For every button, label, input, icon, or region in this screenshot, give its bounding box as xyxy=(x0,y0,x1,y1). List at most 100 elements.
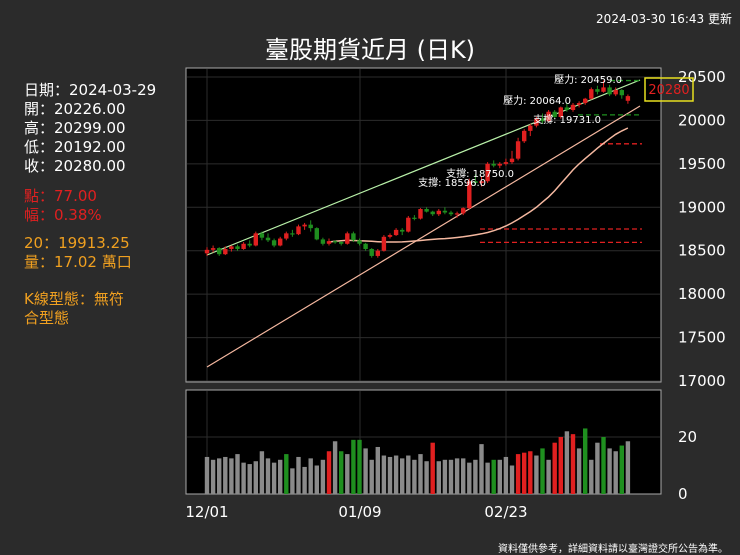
date-tick-label: 02/23 xyxy=(484,503,527,521)
volume-tick-label: 0 xyxy=(678,485,688,503)
volume-bar xyxy=(308,458,313,494)
volume-bar xyxy=(522,452,527,494)
candle-body xyxy=(223,248,228,255)
price-tick-label: 18500 xyxy=(678,242,726,260)
volume-axis-labels: 0 20 xyxy=(678,428,697,503)
volume-bar xyxy=(357,439,362,494)
candle-body xyxy=(229,246,234,249)
volume-bar xyxy=(583,428,588,494)
candle-body xyxy=(424,209,429,212)
candle-body xyxy=(461,208,466,214)
candle-body xyxy=(534,118,539,126)
volume-bar xyxy=(576,448,582,494)
volume-bar xyxy=(345,454,350,494)
candle-body xyxy=(235,246,240,249)
candle-body xyxy=(595,89,600,92)
volume-bar xyxy=(223,456,228,494)
candle-body xyxy=(430,211,435,215)
candle-body xyxy=(217,248,222,255)
level-annotation: 支撐: 19731.0 xyxy=(533,113,601,126)
candles xyxy=(204,80,631,258)
volume-bar xyxy=(528,451,533,494)
volume-bar xyxy=(552,442,557,494)
candle-body xyxy=(363,243,368,249)
volume-bar xyxy=(613,451,618,494)
candle-body xyxy=(351,233,356,241)
volume-bar xyxy=(210,459,216,494)
candle-body xyxy=(448,212,454,215)
volume-bar xyxy=(418,454,423,494)
volume-bar xyxy=(430,442,435,494)
candle-body xyxy=(400,229,405,232)
volume-bar xyxy=(217,458,222,494)
candle-body xyxy=(528,125,533,131)
candle-body xyxy=(204,249,210,254)
candle-body xyxy=(485,163,490,182)
candle-body xyxy=(436,210,441,215)
candle-body xyxy=(473,181,478,183)
candle-body xyxy=(259,233,265,238)
info-date: 日期：2024-03-29 xyxy=(24,81,157,99)
volume-bar xyxy=(595,442,600,494)
volume-bar xyxy=(534,455,539,494)
candle-body xyxy=(613,90,618,95)
volume-bar xyxy=(467,462,472,494)
candle-body xyxy=(576,103,582,105)
date-axis-labels: 12/01 01/09 02/23 xyxy=(185,503,527,521)
candle-body xyxy=(540,118,545,122)
volume-bar xyxy=(436,461,441,494)
candle-body xyxy=(381,236,387,251)
candle-body xyxy=(491,163,496,166)
level-annotations: 壓力: 20459.0 壓力: 20064.0 支撐: 19731.0 支撐: 187… xyxy=(418,73,622,189)
volume-bar xyxy=(412,459,417,494)
level-annotation: 支撐: 18750.0 xyxy=(446,167,514,180)
info-change-points: 點：77.00 xyxy=(24,187,97,205)
candle-body xyxy=(522,130,527,142)
volume-bar xyxy=(601,437,606,494)
candle-body xyxy=(247,243,252,246)
volume-bar xyxy=(369,459,374,494)
candle-body xyxy=(320,239,326,244)
volume-bar xyxy=(247,464,252,494)
volume-bar xyxy=(204,456,210,494)
candle-body xyxy=(601,87,606,92)
volume-bar xyxy=(558,437,563,494)
volume-bar xyxy=(540,448,545,494)
candle-body xyxy=(515,141,521,159)
level-annotation: 支撐: 18596.0 xyxy=(418,176,486,189)
candle-body xyxy=(442,210,448,213)
candle-body xyxy=(625,96,631,101)
candle-body xyxy=(546,111,551,122)
price-tick-label: 20000 xyxy=(678,111,726,129)
volume-bar xyxy=(424,461,429,494)
price-axis-labels: 17000 17500 18000 18500 19000 19500 20000 20500 xyxy=(678,68,726,390)
volume-bar xyxy=(320,459,326,494)
date-tick-label: 01/09 xyxy=(338,503,381,521)
volume-bar xyxy=(479,444,484,494)
candle-body xyxy=(479,181,484,183)
volume-bar xyxy=(351,439,356,494)
info-high: 高：20299.00 xyxy=(24,119,126,137)
volume-bar xyxy=(400,458,405,494)
candle-body xyxy=(271,240,277,246)
support-resistance-lines xyxy=(480,79,642,244)
volume-bar xyxy=(339,451,344,494)
volume-bar xyxy=(448,459,454,494)
candle-body xyxy=(467,181,472,209)
info-close: 收：20280.00 xyxy=(24,157,126,175)
volume-bar xyxy=(619,445,624,494)
candle-body xyxy=(564,107,570,111)
volume-bar xyxy=(326,451,332,494)
candle-body xyxy=(296,226,301,235)
volume-bar xyxy=(235,454,240,494)
volume-bar xyxy=(253,461,258,494)
info-volume: 量：17.02 萬口 xyxy=(24,253,132,271)
volume-bar xyxy=(241,462,246,494)
volume-bar xyxy=(607,448,612,494)
candle-body xyxy=(619,90,624,96)
update-timestamp: 2024-03-30 16:43 更新 xyxy=(596,12,732,26)
volume-bar xyxy=(278,459,283,494)
candle-body xyxy=(607,87,612,95)
volume-bar xyxy=(332,441,338,494)
volume-bar xyxy=(381,455,387,494)
